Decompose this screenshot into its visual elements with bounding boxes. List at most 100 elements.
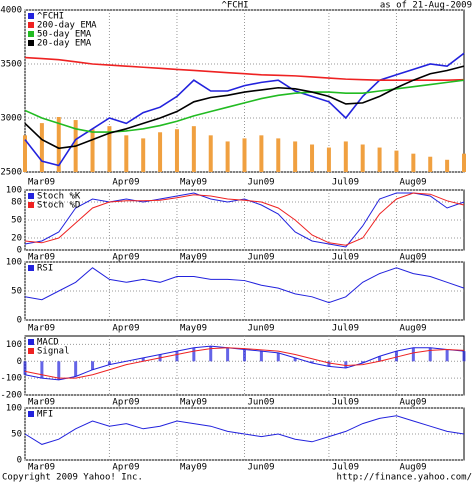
x-tick-label: Aug09: [399, 398, 426, 408]
series-line: [24, 65, 465, 150]
histogram-bar: [23, 361, 27, 375]
series-line: [24, 79, 465, 133]
legend-label: 50-day EMA: [37, 30, 92, 40]
y-tick-label: 100: [6, 258, 22, 268]
y-tick-label: 0: [17, 246, 22, 256]
x-tick-label: Mar09: [28, 324, 55, 334]
legend-label: ^FCHI: [37, 12, 64, 22]
x-tick-label: Aug09: [399, 463, 426, 473]
legend-label: Stoch %D: [37, 201, 80, 211]
x-tick-label: May09: [180, 178, 207, 188]
x-tick-label: May09: [180, 398, 207, 408]
x-tick-label: Apr09: [112, 253, 139, 263]
legend-swatch: [28, 411, 34, 417]
source: http://finance.yahoo.com/: [337, 473, 472, 483]
histogram-bar: [141, 357, 145, 362]
x-tick-label: Aug09: [399, 178, 426, 188]
x-tick-label: Jul09: [332, 463, 359, 473]
volume-bar: [445, 159, 450, 172]
legend-label: MFI: [37, 410, 53, 420]
legend-swatch: [28, 40, 34, 46]
y-tick-label: -100: [0, 374, 22, 384]
legend-swatch: [28, 348, 34, 354]
volume-bar: [259, 135, 264, 172]
histogram-bar: [91, 361, 95, 370]
x-tick-label: Mar09: [28, 253, 55, 263]
legend-label: 20-day EMA: [37, 39, 92, 49]
legend-swatch: [28, 265, 34, 271]
histogram-bar: [40, 361, 44, 379]
y-tick-label: 0: [17, 316, 22, 326]
y-tick-label: 100: [6, 404, 22, 414]
volume-bar: [428, 156, 433, 172]
y-tick-label: 50: [11, 430, 22, 440]
y-tick-label: 3000: [0, 114, 22, 124]
histogram-bar: [462, 351, 466, 362]
y-tick-label: 0: [17, 357, 22, 367]
volume-bar: [394, 150, 399, 172]
histogram-bar: [276, 352, 280, 362]
x-tick-label: Apr09: [112, 178, 139, 188]
y-tick-label: 100: [6, 186, 22, 196]
legend-label: MACD: [37, 338, 59, 348]
histogram-bar: [192, 347, 196, 362]
copyright: Copyright 2009 Yahoo! Inc.: [2, 473, 143, 483]
histogram-bar: [411, 347, 415, 362]
legend-label: RSI: [37, 264, 53, 274]
x-tick-label: Apr09: [112, 463, 139, 473]
volume-bar: [107, 126, 112, 172]
x-tick-label: Jun09: [248, 398, 275, 408]
volume-bar: [141, 138, 146, 172]
legend-label: Signal: [37, 347, 70, 357]
volume-bar: [411, 153, 416, 172]
x-tick-label: May09: [180, 324, 207, 334]
histogram-bar: [209, 346, 213, 362]
legend-swatch: [28, 22, 34, 28]
y-tick-label: 20: [11, 234, 22, 244]
volume-bar: [208, 135, 213, 172]
histogram-bar: [310, 361, 314, 363]
volume-bar: [310, 144, 315, 172]
volume-bar: [124, 135, 129, 172]
histogram-bar: [259, 351, 263, 362]
volume-bar: [90, 129, 95, 172]
x-tick-label: Jun09: [248, 178, 275, 188]
volume-bar: [326, 147, 331, 172]
histogram-bar: [428, 347, 432, 362]
series-line: [24, 192, 465, 248]
volume-bar: [377, 147, 382, 172]
y-tick-label: 50: [11, 287, 22, 297]
histogram-bar: [361, 361, 365, 363]
x-tick-label: Aug09: [399, 253, 426, 263]
series-line: [24, 415, 465, 445]
histogram-bar: [74, 361, 78, 377]
histogram-bar: [226, 347, 230, 362]
y-tick-label: 80: [11, 198, 22, 208]
x-tick-label: May09: [180, 253, 207, 263]
histogram-bar: [344, 361, 348, 369]
series-line: [24, 347, 465, 379]
y-tick-label: -200: [0, 391, 22, 401]
volume-bar: [191, 126, 196, 172]
volume-bar: [276, 138, 281, 172]
y-tick-label: 50: [11, 216, 22, 226]
y-tick-label: 0: [17, 456, 22, 466]
y-tick-label: 100: [6, 340, 22, 350]
series-line: [24, 345, 465, 381]
y-tick-label: 4000: [0, 6, 22, 16]
volume-bar: [39, 123, 44, 172]
x-tick-label: Jun09: [248, 324, 275, 334]
histogram-bar: [243, 349, 246, 362]
legend-label: Stoch %K: [37, 192, 81, 202]
x-tick-label: Mar09: [28, 398, 55, 408]
legend-swatch: [28, 13, 34, 19]
chart-title: ^FCHI: [221, 1, 248, 11]
histogram-bar: [107, 361, 111, 365]
volume-bar: [293, 141, 298, 172]
legend-swatch: [28, 31, 34, 37]
histogram-bar: [327, 361, 331, 367]
histogram-bar: [445, 349, 449, 362]
volume-bar: [56, 117, 61, 172]
volume-bar: [158, 132, 163, 172]
